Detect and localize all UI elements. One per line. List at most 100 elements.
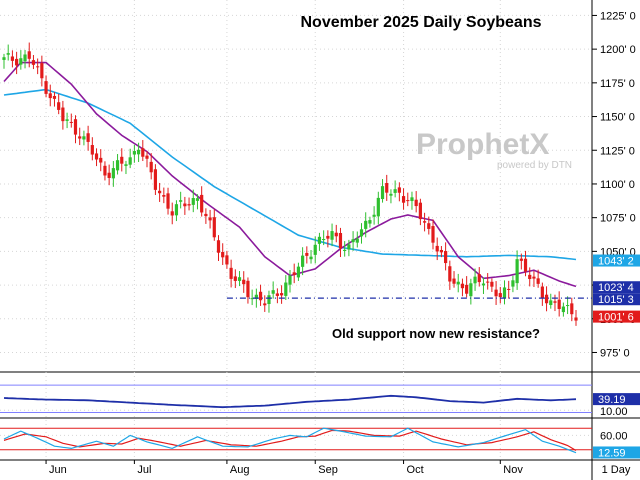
candle-body — [52, 95, 57, 99]
candle-body — [208, 217, 212, 221]
candle-body — [334, 232, 338, 237]
candle-body — [6, 53, 10, 55]
candle-body — [317, 236, 322, 244]
candle-body — [279, 293, 284, 296]
candle-body — [498, 293, 502, 298]
candle-body — [439, 249, 444, 253]
candle-body — [229, 267, 233, 279]
candle-body — [477, 274, 481, 283]
candle-body — [36, 66, 40, 68]
candle-body — [469, 283, 473, 297]
candle-body — [69, 121, 73, 123]
candle-body — [225, 255, 229, 265]
candle-body — [195, 198, 200, 201]
candle-body — [267, 295, 271, 305]
candle-body — [254, 294, 258, 299]
candle-body — [448, 266, 452, 282]
price-tick-label: 1100' 0 — [600, 179, 635, 191]
ind1-value-box — [593, 393, 640, 406]
month-label: Nov — [503, 464, 523, 476]
price-label-box — [593, 310, 640, 323]
ind2-k-line — [3, 427, 577, 454]
candle-body — [338, 233, 343, 249]
candle-body — [532, 276, 536, 279]
candle-body — [82, 136, 86, 140]
candle-body — [473, 276, 477, 284]
candle-body — [2, 57, 6, 60]
candle-body — [191, 198, 195, 205]
price-tick-label: 1200' 0 — [600, 44, 636, 56]
candle-body — [78, 136, 82, 139]
candle-body — [284, 282, 288, 296]
candle-body — [48, 93, 52, 99]
price-tick-label: 1150' 0 — [600, 112, 635, 124]
candle-body — [435, 245, 439, 252]
candle-body — [292, 272, 296, 276]
candle-body — [103, 165, 107, 176]
candle-body — [57, 102, 61, 110]
candle-body — [246, 280, 250, 298]
candle-body — [10, 56, 15, 61]
candle-body — [86, 133, 90, 142]
candle-body — [359, 229, 364, 237]
candle-body — [414, 199, 418, 207]
candle-body — [544, 294, 549, 304]
candle-body — [406, 200, 410, 202]
candle-body — [452, 278, 456, 284]
candle-body — [61, 107, 65, 122]
candle-body — [216, 240, 221, 253]
candle-body — [166, 193, 170, 209]
month-label: Jun — [49, 464, 67, 476]
candle-body — [519, 258, 523, 261]
candle-body — [258, 291, 263, 301]
price-tick-label: 1125' 0 — [600, 145, 635, 157]
candle-body — [570, 303, 574, 315]
candle-body — [561, 306, 565, 313]
price-label-box — [593, 254, 640, 267]
candle-body — [115, 160, 120, 171]
candle-body — [221, 252, 225, 258]
candle-body — [393, 189, 397, 193]
price-label-text: 1023' 4 — [598, 282, 634, 294]
candle-body — [174, 204, 179, 216]
candle-body — [309, 256, 313, 260]
candle-body — [351, 239, 355, 243]
candle-body — [507, 288, 511, 290]
candles — [2, 42, 578, 326]
interval-label: 1 Day — [602, 464, 631, 476]
price-label-box — [593, 281, 640, 294]
candle-body — [296, 266, 301, 278]
candle-body — [431, 226, 435, 243]
month-label: Sep — [318, 464, 338, 476]
candle-body — [263, 303, 267, 306]
candle-body — [385, 183, 389, 193]
candle-body — [549, 300, 553, 306]
candle-body — [111, 168, 115, 179]
candle-body — [427, 223, 431, 229]
candle-body — [380, 186, 385, 200]
candle-body — [141, 148, 145, 157]
candle-body — [502, 287, 507, 299]
candle-body — [515, 259, 519, 284]
price-tick-label: 1175' 0 — [600, 78, 635, 90]
ma-long-path — [3, 88, 577, 261]
candle-body — [326, 235, 330, 239]
candle-body — [322, 239, 326, 241]
ind2-level-label: 60.00 — [600, 430, 628, 442]
ind1-line — [3, 394, 577, 409]
price-tick-label: 1225' 0 — [600, 10, 636, 22]
candle-body — [347, 244, 351, 250]
candle-body — [271, 290, 275, 294]
candle-body — [422, 221, 427, 223]
candle-body — [557, 299, 561, 309]
candle-body — [355, 238, 359, 243]
candle-body — [212, 217, 216, 238]
month-label: Oct — [407, 464, 424, 476]
candle-body — [553, 301, 557, 303]
candle-body — [23, 54, 27, 62]
candle-body — [389, 193, 393, 196]
candle-body — [456, 281, 460, 285]
